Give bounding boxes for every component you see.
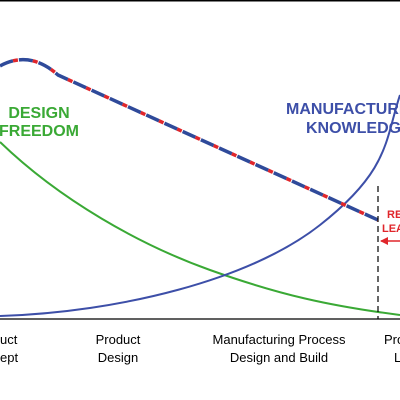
- stage-product-design-line2: Design: [98, 350, 138, 365]
- stage-concept-line1: uct: [0, 332, 18, 347]
- stage-manufacturing-line1: Manufacturing Process: [213, 332, 346, 347]
- callout-label-line2: LEA: [382, 223, 400, 235]
- design-freedom-curve: [0, 141, 400, 316]
- stage-manufacturing-line2: Design and Build: [230, 350, 328, 365]
- design-freedom-label-line2: FREEDOM: [0, 123, 79, 140]
- manufacturing-knowledge-label-line1: MANUFACTURING: [286, 101, 400, 118]
- manufacturing-knowledge-curve: [0, 94, 400, 317]
- stage-production-line2: L: [394, 350, 400, 365]
- stage-product-design-line1: Product: [96, 332, 141, 347]
- design-freedom-label-line1: DESIGN: [8, 105, 69, 122]
- callout-arrow-head: [380, 237, 388, 245]
- stage-concept-line2: ept: [0, 350, 18, 365]
- callout-label-line1: RE: [387, 209, 400, 221]
- manufacturing-knowledge-label-line2: KNOWLEDGE: [306, 120, 400, 137]
- combined-dashed-curve: [0, 57, 379, 222]
- stage-production-line1: Pro: [384, 332, 400, 347]
